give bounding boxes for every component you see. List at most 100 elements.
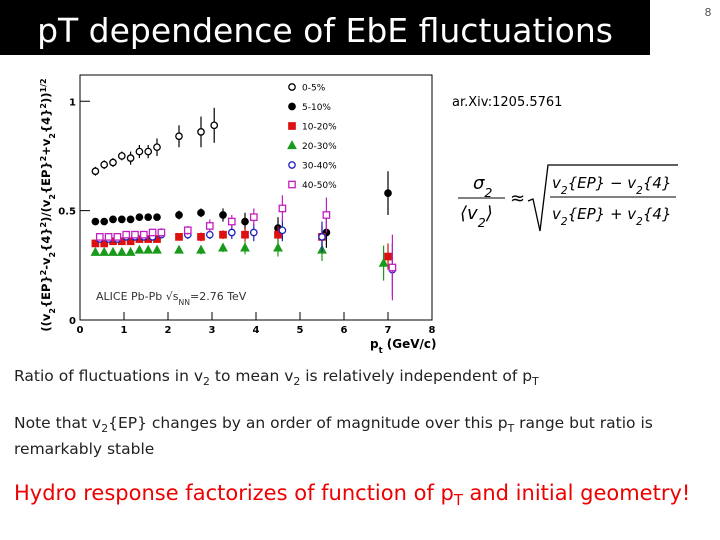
text-run: is relatively independent of p	[300, 367, 533, 385]
x-axis-label: pt (GeV/c)	[370, 337, 437, 355]
marker	[109, 158, 117, 167]
marker	[249, 228, 258, 237]
text-run: {EP} changes by an order of magnitude ov…	[108, 414, 508, 432]
subscript: T	[507, 422, 515, 436]
approx: ≈	[510, 188, 525, 209]
text-run: +v	[39, 138, 53, 156]
marker	[183, 226, 192, 235]
text-run: {EP} + v	[568, 205, 638, 223]
marker	[109, 215, 117, 224]
x-tick-label: 2	[165, 325, 172, 336]
legend-marker	[287, 140, 297, 150]
marker	[91, 239, 100, 248]
marker	[143, 244, 154, 254]
text-run: ⟩	[485, 203, 493, 224]
legend-marker	[288, 83, 296, 91]
subscript: T	[453, 492, 463, 510]
subscript: 2	[293, 375, 301, 389]
radical	[527, 164, 678, 232]
marker	[174, 244, 184, 254]
text-run: ALICE Pb-Pb √s	[96, 290, 179, 303]
marker	[126, 237, 135, 246]
y-tick-label: 1	[69, 97, 76, 108]
title-bar: pT dependence of EbE fluctuations	[0, 0, 650, 55]
x-tick-label: 5	[297, 325, 304, 336]
marker	[126, 215, 135, 224]
text-run: {4}	[643, 205, 672, 223]
marker	[100, 239, 109, 248]
subscript: 2	[48, 252, 57, 258]
marker	[227, 217, 236, 226]
conclusion: Hydro response factorizes of function of…	[14, 481, 690, 509]
subscript: 2	[203, 375, 210, 389]
marker	[219, 211, 227, 219]
marker	[175, 233, 183, 241]
text-run: ((v	[39, 313, 53, 332]
marker	[274, 230, 282, 239]
marker	[144, 213, 153, 222]
x-tick-label: 3	[209, 325, 216, 336]
text-run: σ	[473, 173, 485, 194]
marker	[210, 121, 219, 130]
supscript: 2	[39, 103, 48, 109]
marker	[227, 228, 236, 237]
marker	[117, 215, 126, 224]
subscript: NN	[178, 298, 190, 307]
marker	[388, 263, 397, 272]
marker	[139, 230, 148, 239]
marker	[117, 152, 126, 160]
text-run: ⟨v	[460, 203, 478, 224]
text-run: p	[370, 337, 379, 351]
formula-rhs-den: v2{EP} + v2{4}	[552, 205, 672, 228]
formula: σ2⟨v2⟩≈v2{EP} − v2{4}v2{EP} + v2{4}	[458, 164, 678, 232]
subscript: 2	[484, 185, 492, 200]
marker	[153, 143, 161, 152]
marker	[278, 204, 287, 213]
subscript: T	[532, 375, 539, 389]
marker	[131, 230, 139, 239]
slide-title: pT dependence of EbE fluctuations	[37, 11, 613, 50]
marker	[197, 233, 205, 241]
marker	[90, 246, 101, 256]
marker	[95, 233, 104, 241]
text-run: {4}	[643, 174, 672, 192]
marker	[122, 230, 131, 239]
marker	[108, 246, 118, 256]
x-tick-label: 8	[429, 325, 436, 336]
text-run: =2.76 TeV	[190, 290, 247, 303]
subscript: 2	[636, 216, 643, 228]
marker	[273, 242, 283, 252]
subscript: 2	[48, 308, 57, 314]
y-tick-label: 0.5	[58, 207, 76, 218]
text-run: range but ratio is remarkably stable	[14, 414, 653, 459]
x-tick-label: 7	[385, 325, 392, 336]
supscript: 2	[39, 156, 48, 162]
text-run: {EP}	[39, 275, 53, 308]
x-tick-label: 0	[77, 325, 84, 336]
subscript: 2	[48, 194, 57, 200]
marker	[100, 217, 109, 226]
marker	[152, 244, 162, 254]
marker	[175, 132, 183, 141]
supscript: 2	[39, 270, 48, 276]
plot-frame	[79, 74, 433, 321]
formula-lhs-num: σ2	[473, 173, 492, 200]
marker	[197, 208, 205, 217]
text-run: Hydro response factorizes of function of…	[14, 481, 454, 505]
text-run: -v	[39, 257, 53, 270]
legend-marker	[288, 122, 296, 130]
marker	[241, 217, 249, 226]
formula-rhs-num: v2{EP} − v2{4}	[552, 174, 672, 197]
text-run: )/(v	[39, 199, 53, 222]
text-run: ))	[39, 92, 53, 103]
marker	[125, 246, 136, 256]
legend-marker	[288, 180, 296, 189]
marker	[91, 167, 100, 176]
marker	[318, 233, 326, 241]
x-tick-label: 6	[341, 325, 348, 336]
text-run: v	[552, 205, 562, 223]
marker	[196, 244, 206, 254]
text-run: Ratio of fluctuations in v	[14, 367, 204, 385]
subscript: 2	[478, 215, 486, 230]
annotation: ALICE Pb-Pb √sNN=2.76 TeV	[96, 290, 247, 307]
